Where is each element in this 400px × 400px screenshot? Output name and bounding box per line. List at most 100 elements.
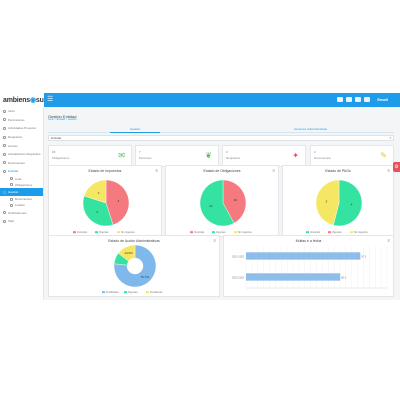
topbar-icons — [337, 97, 370, 102]
chart-menu-icon[interactable]: ≡ — [272, 168, 275, 173]
sidebar-item[interactable]: Notificaciones — [0, 208, 43, 217]
pie-slice[interactable] — [118, 244, 136, 262]
stat-card-documentos[interactable]: 2 Documentos ✎ — [310, 145, 394, 167]
menu-item-icon — [3, 190, 6, 194]
sidebar-item-label: Gestión — [8, 190, 19, 195]
pie-slice[interactable] — [113, 244, 157, 288]
sidebar-item[interactable]: Entidad — [0, 167, 43, 176]
notification-icon[interactable] — [337, 97, 343, 102]
legend-swatch — [73, 231, 76, 234]
language-icon[interactable] — [364, 97, 370, 102]
sidebar-item-label: Notificaciones — [8, 210, 27, 215]
slice-data-label: 3 — [326, 199, 328, 203]
legend-label[interactable]: Vencidos — [77, 231, 88, 234]
chart-card-acciones: Estado de Acción Administrativas ≡ 76.7%… — [48, 235, 220, 297]
menu-item-icon — [3, 135, 6, 139]
flag-icon[interactable] — [355, 97, 361, 102]
legend-swatch — [190, 231, 193, 234]
pie-obligaciones: 16 13 Vencidas Vigentes Sin vigencia — [190, 179, 252, 234]
stat-value: 3 — [226, 150, 228, 154]
stat-card-requisitos[interactable]: 3 Requisitos ✦ — [222, 145, 306, 167]
sidebar-item-label: Documentos — [15, 197, 32, 202]
pie-slice[interactable] — [105, 179, 130, 226]
tab-bar: Gestión Acciones Administrativas — [48, 127, 394, 133]
bar[interactable] — [246, 273, 341, 281]
pie-slice[interactable] — [82, 195, 114, 227]
slice-data-label: 76.7% — [140, 275, 149, 279]
sidebar-item[interactable]: Actividades Proyecto — [0, 124, 43, 133]
stat-label: Obligaciones — [52, 156, 70, 160]
legend-label[interactable]: Finalizadas — [106, 291, 119, 294]
stat-card-permisos[interactable]: 7 Permisos ❦ — [135, 145, 219, 167]
menu-item-icon — [3, 211, 6, 215]
chart-title: Estado de PAGs — [325, 169, 351, 173]
stat-value: 2 — [314, 150, 316, 154]
chart-menu-icon[interactable]: ≡ — [387, 238, 390, 243]
menu-toggle-icon[interactable]: ☰ — [47, 96, 54, 103]
user-menu[interactable]: Email — [377, 97, 388, 102]
category-label: 2021-2022 — [232, 256, 245, 259]
chart-menu-icon[interactable]: ≡ — [155, 168, 158, 173]
sidebar-item[interactable]: Salir — [0, 217, 43, 226]
chart-card-multas: Multas e a fecha ≡ 2021-2022 97.3 2022-202… — [223, 235, 394, 297]
chart-card-obligaciones: Estado de Obligaciones ≡ 16 13 Vencidas Vig… — [165, 165, 279, 237]
legend-swatch — [350, 231, 353, 234]
legend-swatch — [212, 231, 215, 234]
settings-tab-icon[interactable]: ⚙ — [393, 162, 400, 172]
stat-value: 7 — [139, 150, 141, 154]
bar-multas: 2021-2022 97.3 2022-2023 80.2 — [232, 246, 388, 289]
legend-label[interactable]: Sin vigencia — [238, 231, 252, 234]
sidebar-item[interactable]: Gestión — [0, 187, 43, 197]
sidebar-item[interactable]: Requisitos — [0, 133, 43, 142]
pie-slice[interactable] — [315, 179, 340, 226]
tab-gestion[interactable]: Gestión — [109, 127, 162, 133]
tab-acciones[interactable]: Acciones Administrativas — [294, 127, 328, 131]
pie-slice[interactable] — [199, 179, 235, 227]
pie-slice[interactable] — [83, 179, 107, 204]
legend-label[interactable]: Vencidas — [194, 231, 205, 234]
menu-item-icon — [3, 219, 6, 223]
brand-area[interactable]: ambiens◉suite — [0, 93, 51, 107]
stat-card-obligaciones[interactable]: 15 Obligaciones ✉ — [48, 145, 132, 167]
sidebar-item[interactable]: Listado — [0, 202, 43, 208]
app-logo: ambiens◉suite — [3, 97, 51, 104]
legend-swatch — [306, 231, 309, 234]
stat-label: Documentos — [314, 156, 331, 160]
legend-label[interactable]: Vigentes — [216, 231, 226, 234]
sidebar-item[interactable]: Actualización Requisitos — [0, 150, 43, 159]
sidebar-item-label: Lista — [15, 176, 22, 181]
sidebar-item[interactable]: Lista — [0, 176, 43, 182]
leaf-icon: ❦ — [205, 151, 212, 160]
envelope-icon: ✉ — [118, 151, 125, 160]
legend-label[interactable]: Pendientes — [150, 291, 163, 294]
chart-card-pagos: Estado de PAGs ≡ 4 3 Vencidos Vigentes Sin v… — [282, 165, 394, 237]
legend-label[interactable]: Vigentes — [99, 231, 109, 234]
sidebar-item[interactable]: Inicio — [0, 107, 43, 116]
entity-select-value: Entidad — [51, 136, 62, 140]
pie-slice[interactable] — [222, 179, 247, 224]
chart-menu-icon[interactable]: ≡ — [387, 168, 390, 173]
chevron-down-icon: ▾ — [389, 136, 391, 140]
bar-data-label: 80.2 — [341, 277, 346, 280]
sidebar-item[interactable]: Obligaciones — [0, 182, 43, 188]
sidebar-item[interactable]: Documentos — [0, 159, 43, 168]
sidebar-item[interactable]: Acceso — [0, 141, 43, 150]
slice-data-label: 16 — [234, 198, 238, 202]
bar[interactable] — [246, 252, 361, 260]
chart-title: Estado de Obligaciones — [203, 169, 241, 173]
sidebar-item[interactable]: Documentos — [0, 196, 43, 202]
legend-label[interactable]: Vigentes — [332, 231, 342, 234]
menu-item-icon — [3, 118, 6, 122]
breadcrumb[interactable]: Inicio > Entidad > Gestión — [48, 118, 77, 121]
entity-select[interactable]: Entidad ▾ — [48, 135, 394, 141]
sidebar-item-label: Obligaciones — [15, 182, 33, 187]
legend-label[interactable]: Vencidos — [310, 231, 321, 234]
sidebar-item[interactable]: Permisiones — [0, 116, 43, 125]
message-icon[interactable] — [346, 97, 352, 102]
chart-title: Estado de Impuestos — [88, 169, 122, 173]
chart-menu-icon[interactable]: ≡ — [213, 238, 216, 243]
legend-label[interactable]: Sin vigencia — [354, 231, 368, 234]
legend-label[interactable]: Sin vigencia — [121, 231, 135, 234]
pie-slice[interactable] — [333, 179, 363, 227]
legend-label[interactable]: Vigentes — [128, 291, 138, 294]
